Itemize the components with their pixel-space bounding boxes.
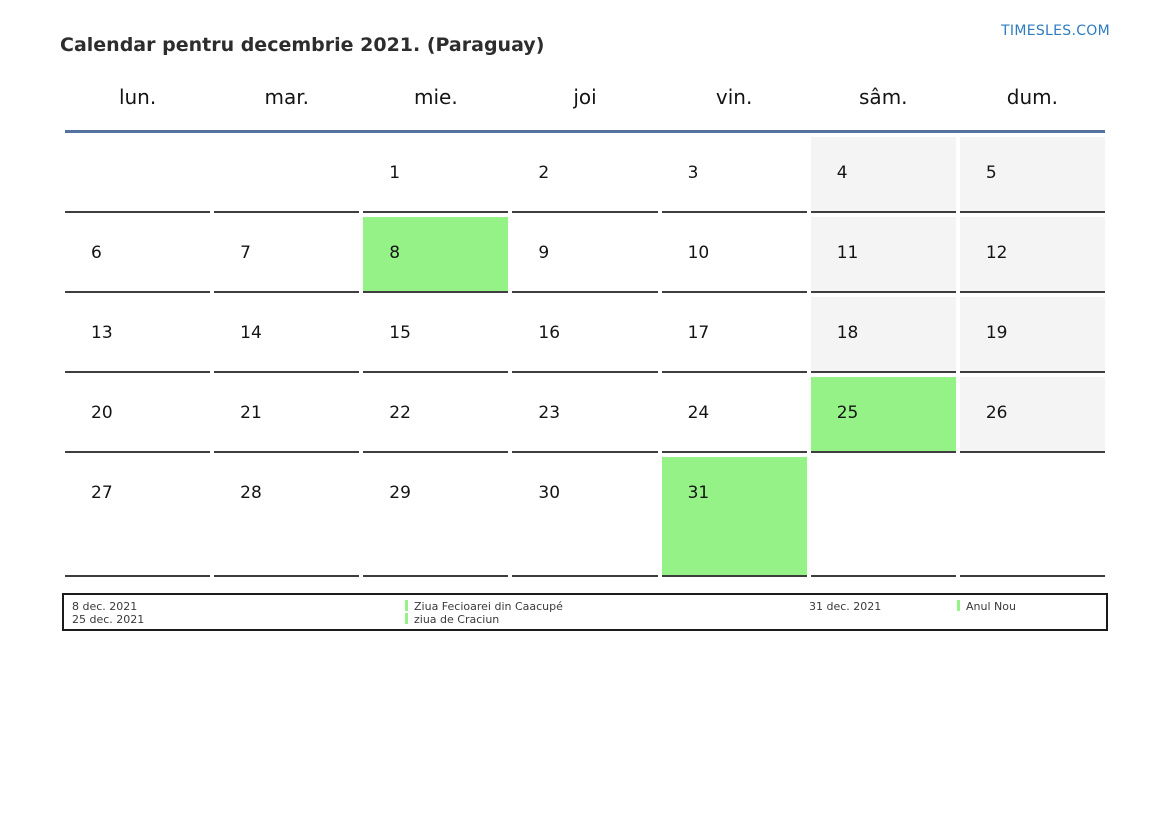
legend-date: 31 dec. 2021 xyxy=(809,600,882,613)
day-number: 18 xyxy=(836,323,859,343)
day-cell-21: 21 xyxy=(214,377,360,453)
day-cell-28: 28 xyxy=(214,457,360,577)
day-cell-26: 26 xyxy=(959,377,1105,453)
calendar-grid: 1 2 3 4 5 6 7 8 9 10 11 12 13 14 15 16 17 18 19 20 21 22 23 24 2… xyxy=(65,137,1105,577)
day-cell-8: 8 xyxy=(363,217,509,293)
day-number: 4 xyxy=(836,163,848,183)
weekday-tuesday: mar. xyxy=(264,85,309,109)
day-number: 19 xyxy=(985,323,1008,343)
day-cell-13: 13 xyxy=(65,297,211,373)
day-number: 27 xyxy=(91,483,113,503)
site-link[interactable]: TIMESLES.COM xyxy=(1001,23,1110,39)
day-number: 20 xyxy=(91,403,113,423)
day-cell-7: 7 xyxy=(214,217,360,293)
day-cell-24: 24 xyxy=(661,377,807,453)
day-number: 12 xyxy=(985,243,1008,263)
day-cell-empty xyxy=(65,137,211,213)
legend-entry: Anul Nou xyxy=(957,600,1016,613)
legend-box: 8 dec. 2021 25 dec. 2021 Ziua Fecioarei … xyxy=(62,593,1108,631)
legend-dates-group2: 31 dec. 2021 xyxy=(809,600,881,613)
day-number: 1 xyxy=(389,163,401,183)
weekday-saturday: sâm. xyxy=(859,85,908,109)
day-cell-1: 1 xyxy=(363,137,509,213)
legend-entry: ziua de Craciun xyxy=(405,613,563,626)
day-number: 21 xyxy=(240,403,262,423)
day-number: 29 xyxy=(389,483,411,503)
day-cell-12: 12 xyxy=(959,217,1105,293)
day-cell-2: 2 xyxy=(512,137,658,213)
day-number: 5 xyxy=(985,163,997,183)
day-cell-6: 6 xyxy=(65,217,211,293)
weekday-thursday: joi xyxy=(573,85,597,109)
day-cell-27: 27 xyxy=(65,457,211,577)
legend-names-group2: Anul Nou xyxy=(957,600,1016,613)
legend-names-group1: Ziua Fecioarei din Caacupé ziua de Craci… xyxy=(405,600,563,626)
header-divider-line xyxy=(65,130,1105,133)
legend-holiday-name: Ziua Fecioarei din Caacupé xyxy=(414,600,563,613)
day-cell-4: 4 xyxy=(810,137,956,213)
day-cell-15: 15 xyxy=(363,297,509,373)
day-cell-16: 16 xyxy=(512,297,658,373)
day-number: 13 xyxy=(91,323,113,343)
page-title: Calendar pentru decembrie 2021. (Paragua… xyxy=(60,33,545,56)
weekday-sunday: dum. xyxy=(1006,85,1059,109)
weekday-friday: vin. xyxy=(715,85,753,109)
day-number: 24 xyxy=(687,403,710,423)
day-cell-empty xyxy=(214,137,360,213)
day-number: 11 xyxy=(836,243,859,263)
day-number: 3 xyxy=(687,163,699,183)
day-cell-20: 20 xyxy=(65,377,211,453)
day-number: 22 xyxy=(389,403,411,423)
day-number: 28 xyxy=(240,483,262,503)
legend-holiday-name: ziua de Craciun xyxy=(414,613,500,626)
day-cell-14: 14 xyxy=(214,297,360,373)
day-number: 26 xyxy=(985,403,1008,423)
day-number: 23 xyxy=(538,403,561,423)
legend-date: 8 dec. 2021 xyxy=(72,600,138,613)
day-cell-empty xyxy=(810,457,956,577)
weekday-wednesday: mie. xyxy=(414,85,458,109)
legend-holiday-name: Anul Nou xyxy=(966,600,1016,613)
day-number: 10 xyxy=(687,243,710,263)
day-cell-empty xyxy=(959,457,1105,577)
day-cell-11: 11 xyxy=(810,217,956,293)
day-number: 17 xyxy=(687,323,710,343)
day-number: 31 xyxy=(687,483,710,503)
legend-date: 25 dec. 2021 xyxy=(72,613,145,626)
day-cell-9: 9 xyxy=(512,217,658,293)
day-cell-19: 19 xyxy=(959,297,1105,373)
day-cell-5: 5 xyxy=(959,137,1105,213)
day-cell-18: 18 xyxy=(810,297,956,373)
day-number: 30 xyxy=(538,483,561,503)
day-number: 25 xyxy=(836,403,859,423)
day-number: 15 xyxy=(389,323,411,343)
day-number: 9 xyxy=(538,243,550,263)
holiday-marker-icon xyxy=(405,613,408,624)
day-cell-22: 22 xyxy=(363,377,509,453)
day-cell-30: 30 xyxy=(512,457,658,577)
holiday-marker-icon xyxy=(957,600,960,611)
day-cell-3: 3 xyxy=(661,137,807,213)
weekday-header-row: lun. mar. mie. joi vin. sâm. dum. xyxy=(65,85,1105,109)
legend-dates-group1: 8 dec. 2021 25 dec. 2021 xyxy=(72,600,144,626)
day-cell-10: 10 xyxy=(661,217,807,293)
day-number: 6 xyxy=(91,243,102,263)
day-number: 7 xyxy=(240,243,251,263)
day-number: 14 xyxy=(240,323,262,343)
day-cell-31: 31 xyxy=(661,457,807,577)
weekday-monday: lun. xyxy=(118,85,157,109)
day-cell-17: 17 xyxy=(661,297,807,373)
day-cell-25: 25 xyxy=(810,377,956,453)
day-cell-23: 23 xyxy=(512,377,658,453)
day-number: 2 xyxy=(538,163,550,183)
day-number: 16 xyxy=(538,323,561,343)
legend-entry: Ziua Fecioarei din Caacupé xyxy=(405,600,563,613)
holiday-marker-icon xyxy=(405,600,408,611)
day-cell-29: 29 xyxy=(363,457,509,577)
day-number: 8 xyxy=(389,243,401,263)
